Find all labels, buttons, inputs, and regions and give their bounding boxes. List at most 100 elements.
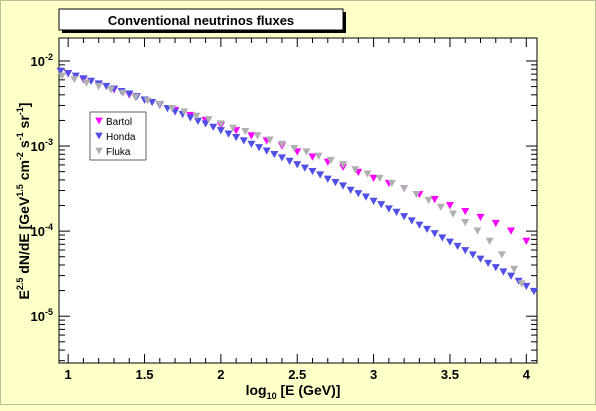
honda-point (361, 193, 370, 201)
honda-point (285, 157, 294, 165)
fluka-point (70, 76, 79, 84)
honda-point (239, 137, 248, 145)
honda-point (438, 234, 447, 242)
x-tick-label: 1.5 (135, 367, 153, 382)
legend-label-fluka: Fluka (106, 147, 131, 158)
plot-frame (58, 37, 538, 364)
honda-point (415, 221, 424, 229)
fluka-point (449, 210, 458, 218)
fluka-point (497, 251, 506, 259)
honda-point (522, 282, 531, 291)
fluka-point (180, 108, 189, 116)
bartol-point (507, 227, 516, 235)
honda-point (491, 264, 500, 272)
fluka-point (265, 136, 274, 144)
honda-point (430, 230, 439, 238)
legend: Bartol Honda Fluka (89, 111, 147, 161)
y-tick-label: 10-3 (31, 137, 53, 154)
x-tick-label: 2.5 (288, 367, 306, 382)
honda-point (193, 117, 202, 125)
bartol-point (445, 202, 454, 210)
y-axis-label: E2.5 dN/dE [GeV1.5 cm-2 s-1 sr-1] (15, 103, 32, 300)
y-tick-label: 10-5 (31, 307, 53, 324)
fluka-point (436, 203, 445, 211)
honda-point (277, 154, 286, 162)
fluka-point (424, 196, 433, 205)
honda-point (308, 167, 317, 176)
bartol-point (522, 237, 531, 245)
honda-point (461, 247, 470, 255)
honda-point (209, 123, 218, 131)
fluka-point (253, 132, 262, 140)
honda-point (476, 255, 485, 263)
honda-point (125, 90, 134, 98)
fluka-point (326, 156, 335, 165)
bartol-point (476, 213, 485, 222)
fluka-point (387, 179, 396, 188)
honda-point (407, 217, 416, 225)
honda-point (484, 259, 493, 268)
honda-point (102, 82, 111, 91)
honda-point (293, 161, 302, 169)
honda-point (369, 197, 378, 205)
honda-point (232, 133, 241, 142)
x-tick-label: 2 (217, 367, 224, 382)
fluka-point (82, 79, 91, 87)
honda-point (64, 70, 73, 78)
honda-point (529, 287, 538, 296)
honda-point (445, 238, 454, 246)
honda-point (331, 179, 340, 187)
honda-point (79, 75, 88, 83)
fluka-point (131, 93, 140, 102)
fluka-point (155, 100, 164, 108)
honda-point (247, 140, 256, 148)
honda-point (323, 175, 332, 183)
honda-point (507, 272, 516, 280)
bartol-point (491, 219, 500, 228)
fluka-point (94, 82, 103, 91)
honda-point (499, 268, 508, 276)
legend-marker-bartol (95, 117, 103, 125)
fluka-point (510, 265, 519, 274)
fluka-point (106, 86, 115, 94)
fluka-point (168, 105, 177, 113)
fluka-point (363, 170, 372, 178)
bartol-point (369, 174, 378, 182)
y-tick-label: 10-2 (31, 52, 53, 69)
fluka-point (204, 116, 213, 124)
honda-point (148, 99, 157, 107)
fluka-point (473, 227, 482, 235)
fluka-point (412, 190, 421, 199)
chart-title: Conventional neutrinos fluxes (108, 13, 294, 28)
y-tick-label: 10-4 (31, 222, 53, 239)
fluka-point (400, 184, 409, 193)
honda-point (354, 190, 363, 198)
fluka-point (216, 120, 225, 128)
honda-point (468, 251, 477, 259)
x-tick-label: 3 (370, 367, 377, 382)
honda-point (270, 150, 279, 159)
x-tick-label: 1 (65, 367, 72, 382)
fluka-point (58, 72, 67, 80)
honda-point (346, 186, 355, 194)
fluka-point (314, 152, 323, 160)
fluka-point (517, 280, 526, 288)
bartol-point (430, 196, 439, 204)
honda-point (453, 242, 462, 251)
fluka-point (241, 127, 250, 136)
fluka-series (58, 72, 526, 288)
honda-point (56, 67, 65, 75)
honda-point (377, 201, 386, 209)
honda-point (300, 164, 309, 172)
fluka-point (277, 140, 286, 148)
honda-point (384, 205, 393, 213)
bartol-point (247, 132, 256, 140)
x-tick-label: 4 (523, 367, 531, 382)
honda-point (392, 208, 401, 217)
fluka-point (290, 145, 299, 153)
honda-point (216, 127, 225, 135)
axis-ticks: 1 1.5 2 2.5 3 3.5 4 10-2 10-3 10-4 10-5 (31, 38, 537, 382)
fluka-point (192, 112, 201, 120)
